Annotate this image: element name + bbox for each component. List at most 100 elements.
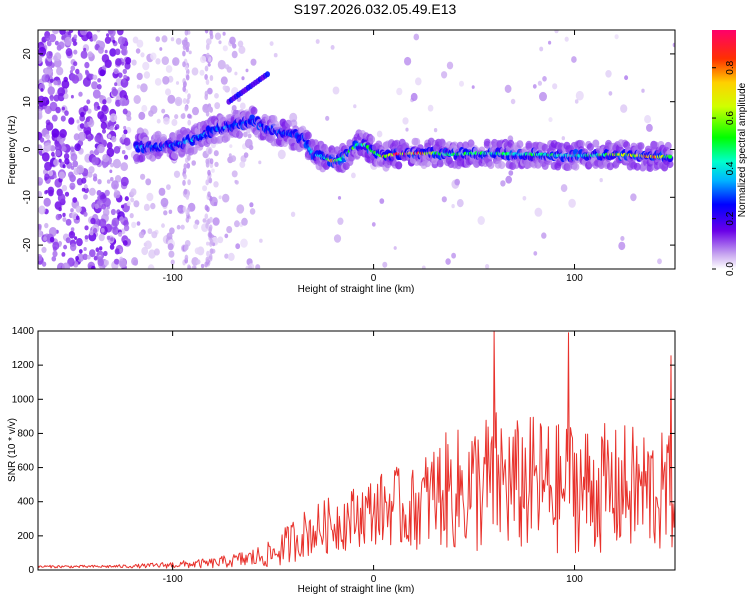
heat-speckle xyxy=(98,218,107,228)
heat-speckle xyxy=(209,75,214,81)
heat-speckle xyxy=(175,81,180,85)
heat-speckle xyxy=(38,55,43,64)
heat-speckle xyxy=(541,232,547,239)
heat-speckle xyxy=(109,48,117,57)
heat-speckle xyxy=(500,180,506,187)
heat-speckle xyxy=(119,248,123,253)
heat-speckle xyxy=(92,176,98,182)
heat-speckle xyxy=(205,110,210,117)
heat-speckle xyxy=(130,188,137,196)
heat-speckle xyxy=(182,179,186,186)
snr-ytick-label: 600 xyxy=(17,463,34,474)
heat-ridge-halo xyxy=(183,128,191,137)
heat-ridge-halo xyxy=(646,164,654,172)
heat-speckle xyxy=(76,119,80,124)
heat-speckle xyxy=(119,216,124,223)
heat-ridge-halo xyxy=(368,135,376,144)
heat-speckle xyxy=(187,265,192,269)
heat-speckle xyxy=(605,70,612,78)
heat-speckle xyxy=(56,79,62,86)
heat-speckle xyxy=(147,264,155,269)
heat-speckle xyxy=(227,252,235,261)
heat-speckle xyxy=(38,191,43,198)
heat-speckle xyxy=(162,76,170,85)
heat-speckle xyxy=(120,204,125,209)
heat-speckle xyxy=(241,76,245,81)
heat-speckle xyxy=(510,98,516,105)
heat-speckle xyxy=(209,248,214,255)
heat-speckle xyxy=(333,234,342,243)
heat-speckle xyxy=(163,117,170,125)
heat-speckle xyxy=(122,68,128,75)
heat-speckle xyxy=(539,91,547,102)
heat-ridge-halo xyxy=(210,136,218,145)
heat-speckle xyxy=(97,196,101,200)
heat-speckle xyxy=(113,146,121,154)
heat-speckle xyxy=(240,238,248,248)
heat-speckle xyxy=(45,122,54,131)
snr-ytick-label: 400 xyxy=(17,497,34,508)
heat-speckle xyxy=(123,154,129,160)
heat-speckle xyxy=(96,190,102,196)
heat-speckle xyxy=(187,93,191,100)
heat-speckle xyxy=(87,135,92,142)
heat-speckle xyxy=(102,99,107,105)
heat-speckle xyxy=(52,30,59,35)
heat-speckle xyxy=(122,108,128,115)
heat-speckle xyxy=(205,179,209,186)
heat-speckle xyxy=(379,198,385,204)
heat-speckle xyxy=(90,217,96,225)
snr-series-line xyxy=(38,331,675,569)
heat-speckle xyxy=(92,36,97,42)
heat-speckle xyxy=(224,233,229,239)
heat-ridge-halo xyxy=(154,130,162,139)
heat-speckle xyxy=(209,33,214,40)
heat-speckle xyxy=(151,231,158,239)
heat-speckle xyxy=(41,246,47,253)
heat-speckle xyxy=(73,49,78,55)
heat-speckle xyxy=(121,61,125,66)
heat-speckle xyxy=(191,265,197,269)
heat-speckle xyxy=(97,144,105,154)
heat-speckle xyxy=(177,207,181,212)
heat-speckle xyxy=(117,30,124,36)
heat-speckle xyxy=(119,90,127,99)
heat-speckle xyxy=(100,121,107,130)
heat-speckle xyxy=(96,30,101,33)
heat-speckle xyxy=(52,241,60,250)
spectrogram-ytick-label: 20 xyxy=(22,48,33,60)
heat-speckle xyxy=(103,250,108,257)
heat-speckle xyxy=(459,80,464,87)
heat-speckle xyxy=(65,48,73,57)
heat-speckle xyxy=(69,182,76,190)
heat-speckle xyxy=(445,258,451,265)
heat-speckle xyxy=(73,61,78,67)
heat-speckle xyxy=(109,125,114,131)
heat-speckle xyxy=(138,111,146,120)
heat-speckle xyxy=(532,84,537,89)
heat-ridge-halo xyxy=(664,141,672,150)
heat-speckle xyxy=(207,106,212,112)
spectrogram-ytick-label: -20 xyxy=(22,237,33,252)
heat-ridge-halo xyxy=(666,160,674,169)
heat-speckle xyxy=(234,71,238,76)
heat-ridge-halo xyxy=(436,159,444,168)
heat-speckle xyxy=(441,196,447,203)
heat-ridge-halo xyxy=(606,162,614,171)
heat-speckle xyxy=(88,166,95,174)
heat-speckle xyxy=(43,236,47,242)
heat-speckle xyxy=(93,255,98,261)
heat-ridge-halo xyxy=(216,135,224,144)
heat-speckle xyxy=(70,227,75,232)
heat-speckle xyxy=(106,97,112,104)
heat-speckle xyxy=(183,188,188,195)
heat-speckle xyxy=(620,236,625,241)
heat-speckle xyxy=(49,78,54,83)
colorbar-ticks: 0.0 0.2 0.4 0.6 0.8 xyxy=(712,60,736,276)
heat-speckle xyxy=(123,74,128,80)
heat-speckle xyxy=(89,230,94,236)
heat-speckle xyxy=(167,94,176,104)
heat-speckle xyxy=(41,261,47,267)
heat-speckle xyxy=(106,33,110,37)
spectrogram-xtick-label: -100 xyxy=(163,273,183,284)
